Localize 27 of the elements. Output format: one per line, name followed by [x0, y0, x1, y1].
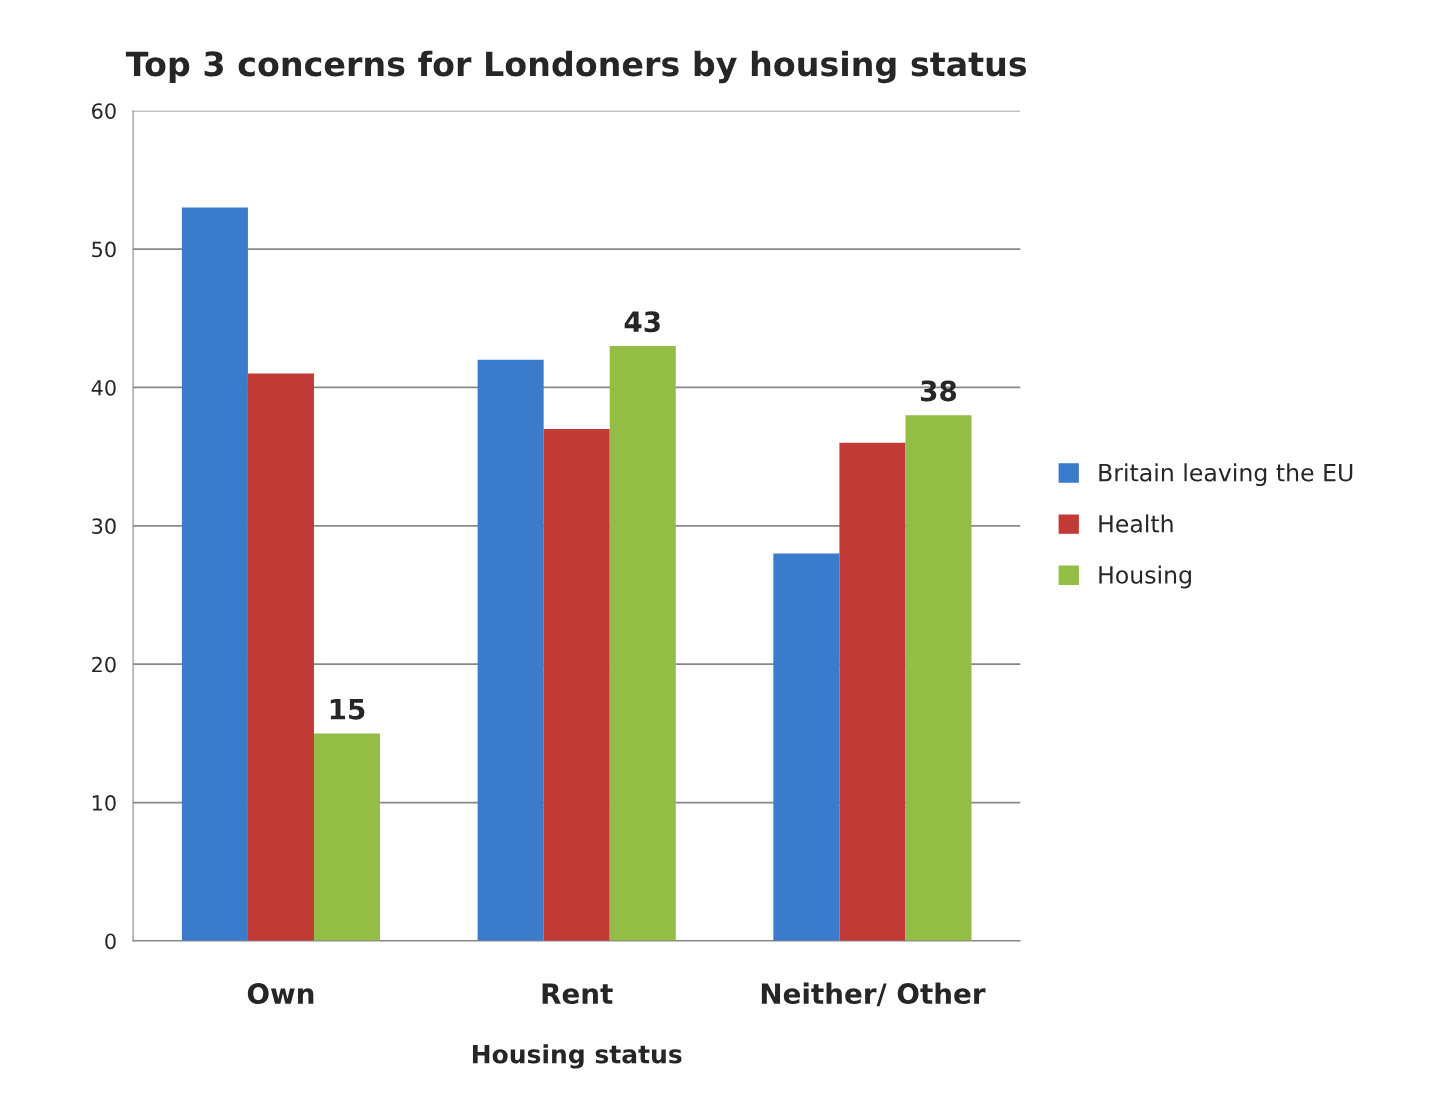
y-tick-label: 50 — [92, 241, 116, 258]
bar — [609, 345, 676, 941]
y-tick-label: 30 — [92, 518, 116, 535]
data-label: 15 — [330, 699, 365, 720]
y-tick-label: 0 — [105, 933, 116, 950]
bar — [181, 207, 248, 941]
y-tick-label: 40 — [91, 379, 116, 396]
data-label: 38 — [921, 380, 957, 402]
y-tick-label: 60 — [92, 103, 116, 119]
x-tick-label: Own — [247, 983, 314, 1005]
legend-label: Britain leaving the EU — [1099, 463, 1353, 487]
x-tick-label: Neither/ Other — [761, 982, 986, 1007]
y-tick-label: 20 — [92, 656, 116, 673]
x-axis-title: Housing status — [472, 1044, 682, 1069]
bar — [773, 553, 840, 941]
x-tick-label: Rent — [542, 983, 613, 1005]
data-label: 43 — [624, 311, 660, 333]
legend-label: Health — [1099, 514, 1173, 533]
chart-title: Top 3 concerns for Londoners by housing status — [125, 50, 1027, 84]
legend-label: Housing — [1099, 565, 1191, 589]
y-tick-label: 10 — [92, 795, 116, 811]
bar — [313, 733, 381, 941]
bar — [839, 442, 906, 941]
bar — [905, 415, 972, 941]
bar — [477, 359, 544, 941]
bar — [247, 373, 314, 941]
bar — [543, 428, 610, 941]
